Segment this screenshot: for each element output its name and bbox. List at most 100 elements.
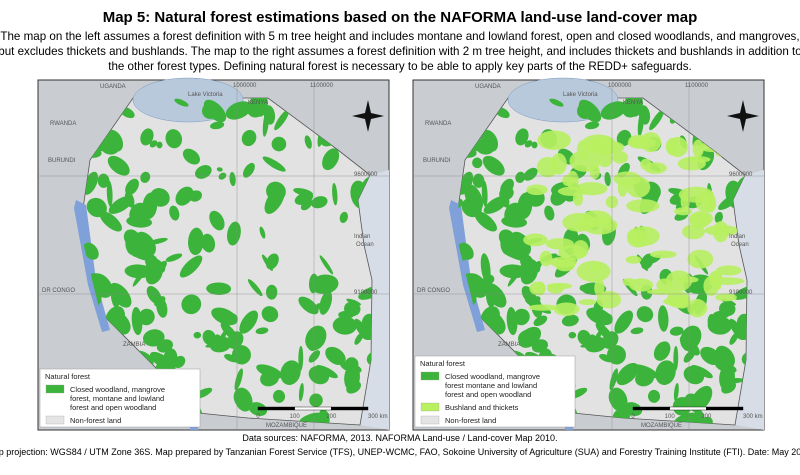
description-line: the other forest types. Defining natural…	[108, 60, 692, 73]
forest-patch	[531, 141, 538, 149]
forest-patch	[147, 237, 168, 245]
bushland-patch	[553, 302, 580, 316]
forest-patch	[229, 172, 236, 187]
forest-patch	[322, 148, 340, 171]
forest-patch	[513, 308, 530, 326]
forest-patch	[308, 343, 317, 352]
bushland-patch	[572, 240, 589, 258]
forest-patch	[584, 121, 600, 130]
scale-label: 200	[701, 414, 712, 420]
forest-patch	[234, 368, 243, 391]
map: UGANDA KENYA RWANDA BURUNDI Lake Victoria Ind…	[37, 77, 390, 431]
forest-patch	[97, 173, 110, 188]
scale-label: 200	[326, 414, 337, 420]
forest-patch	[250, 98, 268, 117]
bushland-patch	[687, 249, 714, 269]
bushland-patch	[595, 138, 618, 156]
forest-patch	[108, 195, 134, 214]
forest-patch	[499, 186, 514, 201]
forest-patch	[209, 210, 225, 231]
forest-patch	[609, 368, 618, 391]
forest-patch	[721, 377, 745, 384]
forest-patch	[714, 211, 723, 224]
forest-patch	[339, 211, 348, 224]
footer-line: Map projection: WGS84 / UTM Zone 36S. Ma…	[0, 447, 800, 457]
legend-label: Closed woodland, mangrove	[445, 372, 540, 381]
bushland-patch	[613, 171, 641, 186]
forest-patch	[280, 360, 301, 386]
map-label: 9100000	[354, 290, 378, 296]
map-label: 9600000	[354, 172, 378, 178]
forest-patch	[309, 393, 323, 408]
forest-patch	[222, 319, 232, 330]
forest-patch	[100, 139, 120, 155]
forest-patch	[239, 310, 259, 334]
forest-patch	[604, 172, 611, 187]
forest-patch	[616, 129, 632, 147]
forest-patch	[458, 242, 474, 260]
forest-patch	[354, 318, 369, 340]
legend-title: Natural forest	[45, 372, 91, 381]
forest-patch	[523, 167, 538, 181]
ocean	[733, 170, 764, 430]
forest-patch	[733, 285, 747, 300]
scale-segment	[632, 406, 670, 411]
bushland-patch	[644, 162, 667, 174]
forest-patch	[472, 173, 485, 188]
bushland-patch	[562, 174, 575, 187]
forest-patch	[358, 285, 372, 300]
map-label: Lake Victoria	[563, 92, 598, 98]
forest-patch	[319, 290, 333, 315]
forest-patch	[298, 382, 304, 402]
forest-patch	[653, 341, 671, 361]
scale-label: 100	[290, 414, 301, 420]
forest-patch	[344, 357, 359, 372]
forest-patch	[256, 364, 283, 379]
forest-patch	[195, 165, 212, 179]
forest-patch	[517, 192, 533, 220]
bushland-patch	[529, 281, 546, 296]
bushland-patch	[627, 136, 656, 149]
forest-patch	[736, 313, 747, 332]
north-arrow	[352, 100, 384, 132]
forest-patch	[156, 141, 163, 149]
bushland-patch	[689, 212, 711, 229]
forest-patch	[209, 121, 225, 130]
forest-patch	[658, 305, 669, 332]
forest-patch	[361, 313, 372, 332]
scale-segment	[669, 406, 707, 411]
forest-patch	[501, 215, 528, 228]
forest-patch	[332, 316, 357, 335]
forest-patch	[484, 282, 507, 308]
forest-patch	[216, 167, 223, 172]
forest-patch	[202, 329, 216, 346]
map-label: 1100000	[310, 83, 334, 89]
forest-patch	[274, 109, 290, 131]
forest-patch	[673, 345, 679, 371]
map-label: UGANDA	[475, 84, 501, 90]
forest-patch	[507, 263, 525, 287]
map-label: MOZAMBIQUE	[266, 423, 307, 429]
map-label: DR CONGO	[417, 288, 450, 294]
bushland-patch	[625, 255, 642, 264]
forest-patch	[647, 389, 661, 403]
scale-segment	[331, 406, 369, 411]
scale-label: 300 km	[368, 414, 388, 420]
forest-patch	[308, 350, 321, 363]
forest-patch	[715, 345, 736, 368]
bushland-patch	[557, 186, 587, 196]
forest-patch	[123, 229, 141, 247]
bushland-patch	[589, 164, 600, 179]
forest-patch	[475, 139, 495, 155]
forest-patch	[126, 215, 153, 228]
forest-patch	[636, 306, 654, 323]
legend-label: forest and open woodland	[445, 390, 531, 399]
forest-patch	[241, 129, 257, 147]
forest-patch	[605, 107, 614, 116]
legend-label: Non-forest land	[70, 416, 121, 425]
legend-box	[39, 368, 201, 428]
map-label: Ocean	[731, 242, 749, 248]
legend-label: forest, montane and lowland	[70, 394, 164, 403]
forest-patch	[308, 273, 319, 294]
